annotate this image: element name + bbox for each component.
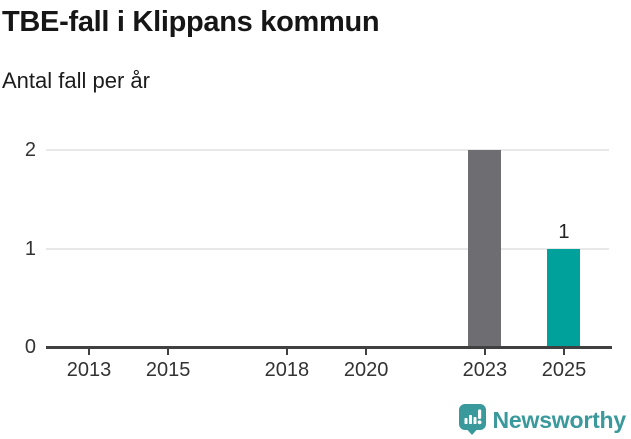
bar-value-label-2025: 1 (558, 220, 570, 243)
bar-2023 (468, 150, 502, 347)
x-axis-label-2020: 2020 (343, 359, 389, 381)
y-axis-label-0: 0 (24, 336, 36, 358)
x-axis-label-2025: 2025 (541, 359, 587, 381)
x-axis-tick-2020 (365, 349, 368, 355)
y-axis-label-2: 2 (24, 139, 36, 161)
x-axis-tick-2025 (562, 349, 565, 355)
x-axis-label-2018: 2018 (264, 359, 310, 381)
x-axis-tick-2018 (285, 349, 288, 355)
y-axis-label-1: 1 (24, 237, 36, 260)
gridline-y-2 (46, 149, 609, 151)
gridline-y-1 (46, 247, 609, 250)
chart-subtitle: Antal fall per år (2, 68, 150, 93)
chart-title: TBE-fall i Klippans kommun (2, 6, 380, 38)
x-axis-label-2023: 2023 (462, 359, 508, 381)
x-axis-tick-2023 (483, 349, 486, 355)
newsworthy-logo-icon (458, 404, 486, 435)
x-axis-line (46, 346, 612, 349)
newsworthy-logo-text: Newsworthy (492, 406, 627, 433)
bar-2025 (547, 248, 581, 347)
x-axis-label-2013: 2013 (66, 359, 112, 381)
newsworthy-brand-link[interactable]: Newsworthy (458, 404, 627, 435)
x-axis-label-2015: 2015 (145, 359, 191, 381)
x-axis-tick-2013 (88, 349, 90, 355)
x-axis-tick-2015 (167, 349, 170, 355)
